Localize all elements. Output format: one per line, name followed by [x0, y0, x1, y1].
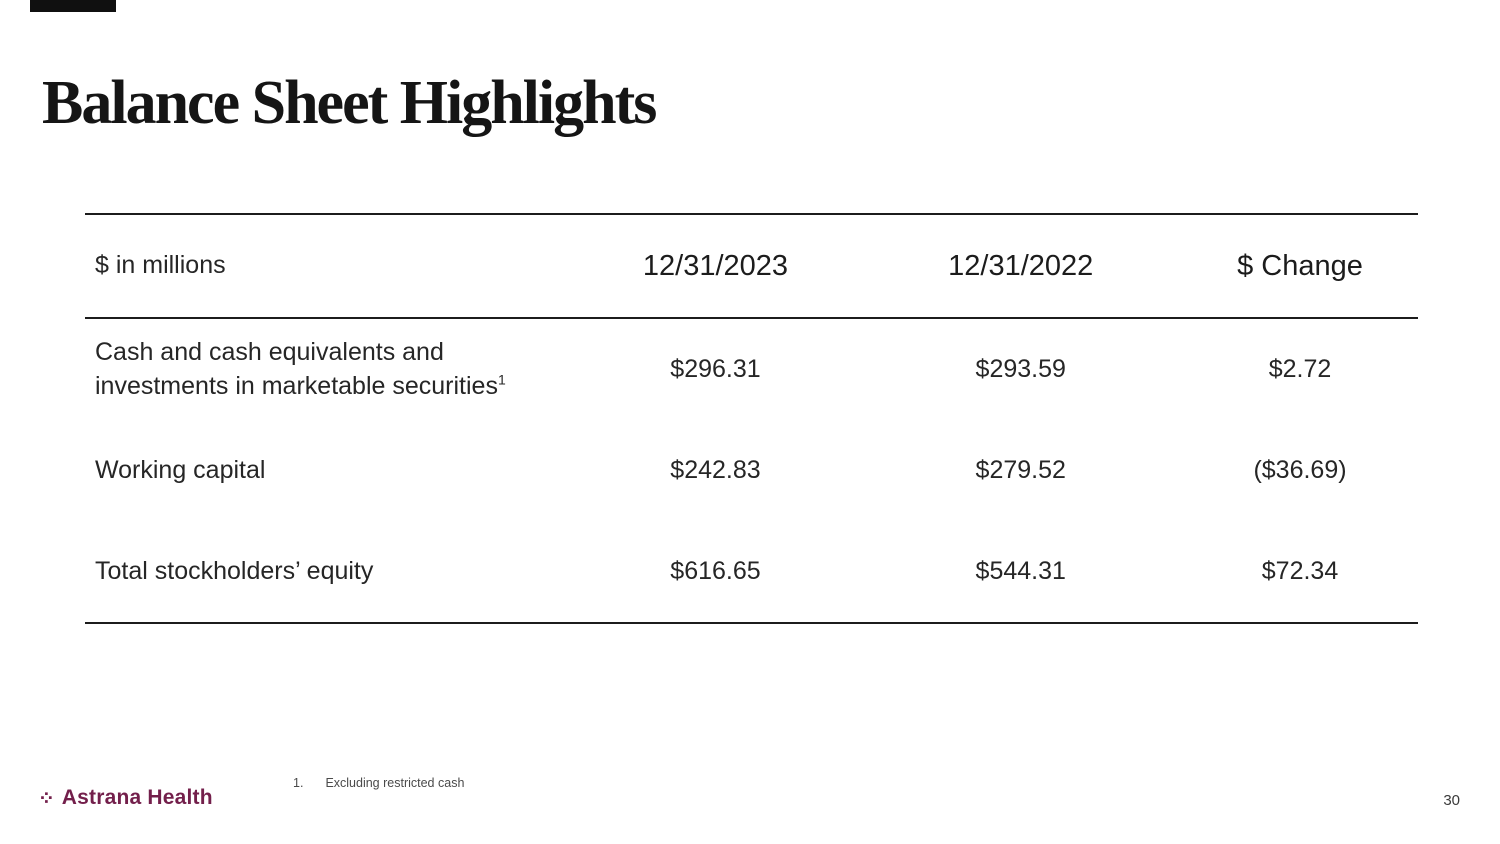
row-label: Total stockholders’ equity [85, 555, 572, 589]
table-row: Total stockholders’ equity $616.65 $544.… [85, 521, 1418, 622]
astrana-logo-icon: ⁘ [38, 788, 55, 810]
column-header-2022: 12/31/2022 [948, 249, 1094, 282]
footnote-number: 1. [293, 776, 304, 790]
logo: ⁘ Astrana Health [38, 786, 213, 810]
logo-text: Astrana Health [61, 786, 213, 809]
page-number: 30 [1443, 792, 1460, 809]
row-label-text: Cash and cash equivalents and investment… [95, 337, 498, 400]
cell-value: $616.65 [670, 557, 761, 585]
cell-value: $293.59 [975, 355, 1066, 383]
footnote-marker: 1 [497, 371, 506, 388]
row-label: Cash and cash equivalents and investment… [85, 336, 572, 404]
row-label-text: Working capital [95, 455, 266, 484]
cell-value: $2.72 [1268, 355, 1332, 383]
footnote-text: Excluding restricted cash [325, 776, 465, 790]
cell-value: $279.52 [975, 456, 1066, 484]
row-label-text: Total stockholders’ equity [95, 556, 374, 585]
cell-value: $544.31 [975, 557, 1066, 585]
row-label: Working capital [85, 454, 572, 488]
top-accent-bar [30, 0, 116, 12]
cell-value: ($36.69) [1253, 456, 1347, 484]
footnote: 1. Excluding restricted cash [293, 776, 464, 790]
balance-sheet-table: $ in millions 12/31/2023 12/31/2022 $ Ch… [85, 213, 1418, 624]
unit-label: $ in millions [95, 251, 226, 280]
page-title: Balance Sheet Highlights [42, 69, 657, 137]
column-header-change: $ Change [1237, 249, 1363, 282]
cell-value: $72.34 [1261, 557, 1339, 585]
table-row: Working capital $242.83 $279.52 ($36.69) [85, 420, 1418, 521]
cell-value: $242.83 [670, 456, 761, 484]
column-header-2023: 12/31/2023 [642, 249, 789, 282]
table-header-row: $ in millions 12/31/2023 12/31/2022 $ Ch… [85, 215, 1418, 319]
table-row: Cash and cash equivalents and investment… [85, 319, 1418, 420]
cell-value: $296.31 [670, 355, 761, 383]
